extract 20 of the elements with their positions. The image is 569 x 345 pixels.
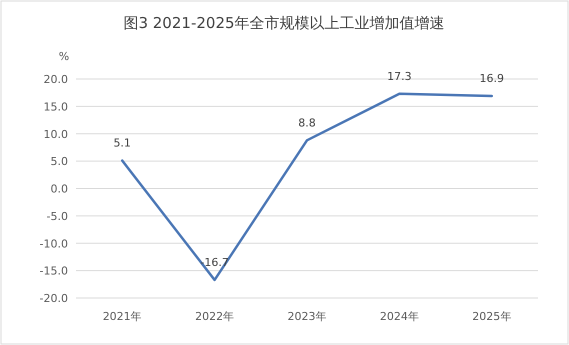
y-tick-label: -15.0 bbox=[40, 264, 68, 278]
x-tick-label: 2024年 bbox=[380, 310, 419, 323]
y-tick-label: 0.0 bbox=[50, 182, 68, 196]
y-tick-label: 10.0 bbox=[44, 128, 68, 141]
data-label: 16.9 bbox=[480, 72, 504, 85]
chart-title: 图3 2021-2025年全市规模以上工业增加值增速 bbox=[123, 14, 445, 32]
data-label: 17.3 bbox=[387, 70, 412, 83]
x-tick-label: 2021年 bbox=[102, 310, 142, 323]
y-axis-title: % bbox=[58, 50, 70, 63]
x-tick-label: 2025年 bbox=[472, 310, 512, 323]
y-tick-label: -5.0 bbox=[46, 210, 68, 223]
data-label: 5.1 bbox=[113, 136, 131, 150]
y-tick-label: 15.0 bbox=[44, 100, 68, 114]
x-tick-label: 2022年 bbox=[195, 310, 234, 323]
x-tick-label: 2023年 bbox=[288, 310, 326, 323]
y-tick-label: -20.0 bbox=[40, 292, 68, 305]
y-tick-label: 5.0 bbox=[50, 155, 68, 168]
y-tick-label: -10.0 bbox=[40, 237, 68, 250]
y-tick-label: 20.0 bbox=[44, 73, 68, 86]
data-label: 8.8 bbox=[298, 116, 316, 130]
